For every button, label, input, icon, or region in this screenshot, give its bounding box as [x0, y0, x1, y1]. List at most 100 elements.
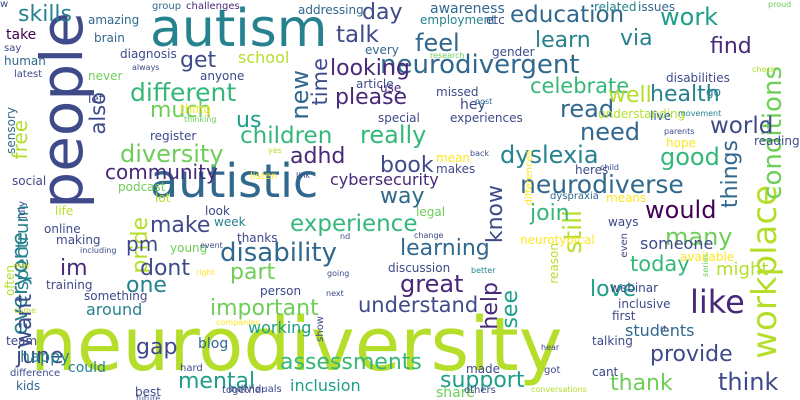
cloud-word: someone	[640, 234, 714, 253]
cloud-word: training	[46, 278, 93, 292]
cloud-word: get	[180, 48, 217, 73]
cloud-word: never	[88, 69, 123, 83]
cloud-word: july	[17, 201, 28, 219]
cloud-word: autism	[150, 0, 328, 59]
cloud-word: autistic	[150, 154, 319, 208]
cloud-word: way	[380, 184, 425, 209]
cloud-word: live	[650, 109, 672, 123]
cloud-word: come	[14, 306, 37, 315]
cloud-word: differences	[524, 150, 535, 206]
cloud-word: mental	[178, 369, 256, 394]
cloud-word: around	[86, 300, 143, 319]
cloud-word: education	[510, 2, 625, 28]
cloud-word: difference	[10, 368, 61, 379]
cloud-word: join	[530, 201, 570, 226]
cloud-word: latest	[14, 69, 43, 80]
cloud-word: understanding	[598, 107, 686, 121]
cloud-word: know	[483, 185, 508, 244]
cloud-word: pm	[126, 232, 159, 256]
cloud-word: parents	[664, 127, 695, 136]
cloud-word: including	[80, 246, 117, 255]
cloud-word: podcast	[118, 180, 166, 194]
cloud-word: im	[60, 256, 88, 281]
cloud-word: like	[690, 283, 745, 321]
cloud-word: learning	[400, 236, 490, 261]
cloud-word: making	[56, 233, 101, 247]
cloud-word: mean	[436, 151, 471, 165]
cloud-word: means	[606, 191, 647, 205]
cloud-word: right	[196, 268, 215, 277]
cloud-word: one	[126, 273, 167, 298]
cloud-word: thank	[610, 371, 673, 396]
cloud-word: skills	[18, 2, 73, 27]
cloud-word: take	[6, 27, 37, 43]
cloud-word: yes	[268, 146, 282, 155]
cloud-word: together	[222, 385, 266, 396]
cloud-word: health	[650, 82, 720, 107]
cloud-word: event	[200, 241, 223, 250]
cloud-word: disabilities	[666, 71, 730, 85]
cloud-word: need	[580, 118, 640, 146]
cloud-word: school	[238, 48, 290, 67]
cloud-word: human	[4, 54, 46, 68]
cloud-word: provide	[650, 342, 733, 367]
cloud-word: young	[170, 241, 208, 255]
cloud-word: available	[680, 250, 735, 264]
cloud-word: companies	[216, 318, 260, 327]
cloud-word: missed	[436, 85, 479, 99]
cloud-word: link	[296, 171, 311, 180]
cloud-word: understand	[358, 293, 479, 317]
cloud-word: special	[378, 111, 420, 125]
cloud-word: world	[710, 113, 774, 139]
cloud-word: community	[105, 160, 218, 184]
cloud-word: dyspraxia	[550, 191, 599, 202]
cloud-word: webinar	[610, 281, 659, 295]
cloud-word: best	[135, 385, 161, 399]
cloud-word: hard	[180, 363, 203, 374]
cloud-word: important	[210, 296, 319, 321]
cloud-word: challenges	[186, 1, 240, 12]
cloud-word: something	[84, 289, 148, 303]
cloud-word: even	[619, 233, 630, 258]
cloud-word: neurodiverse	[520, 170, 684, 199]
cloud-word: today	[630, 252, 690, 276]
cloud-word: diversity	[120, 140, 224, 168]
cloud-word: well	[608, 83, 652, 108]
cloud-word: nd	[340, 232, 351, 241]
cloud-word: movement	[678, 109, 722, 118]
cloud-word: dont	[140, 256, 190, 281]
cloud-word: first	[612, 309, 636, 323]
cloud-word: issues	[638, 0, 676, 14]
cloud-word: thing	[180, 102, 211, 116]
cloud-word: thinking	[184, 115, 217, 124]
cloud-word: make	[150, 213, 211, 238]
cloud-word: love	[590, 277, 637, 302]
cloud-word: different	[130, 78, 237, 107]
cloud-word: made	[466, 362, 501, 376]
cloud-word: things	[718, 140, 743, 209]
cloud-word: next	[326, 289, 344, 298]
cloud-word: inclusion	[290, 376, 361, 395]
cloud-word: new	[286, 70, 314, 120]
cloud-word: adhd	[290, 144, 346, 169]
cloud-word: hear	[541, 343, 560, 352]
cloud-word: neurodivergent	[380, 50, 580, 80]
cloud-word: awareness	[430, 1, 505, 17]
cloud-word: going	[327, 269, 350, 278]
cloud-word: amazing	[88, 13, 140, 27]
cloud-word: ways	[608, 215, 639, 229]
cloud-word: happy	[20, 347, 70, 366]
cloud-word: use	[380, 81, 402, 95]
cloud-word: talk	[336, 22, 379, 48]
cloud-word: cant	[592, 365, 619, 379]
cloud-word: team	[6, 334, 38, 348]
cloud-word: may	[13, 261, 31, 270]
cloud-word: article	[356, 77, 394, 91]
cloud-word: read	[560, 95, 615, 123]
cloud-word: group	[152, 1, 182, 12]
cloud-word: students	[625, 321, 695, 340]
cloud-word: please	[335, 85, 408, 110]
cloud-word: thanks	[237, 231, 278, 245]
cloud-word: looking	[330, 56, 410, 81]
cloud-word: dyslexia	[500, 141, 599, 169]
